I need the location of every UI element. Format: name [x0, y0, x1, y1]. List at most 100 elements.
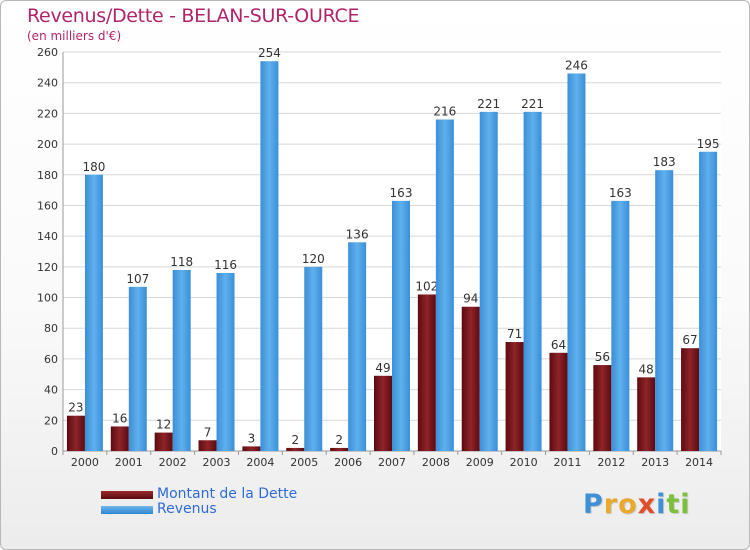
data-label-revenus: 107 [126, 272, 149, 286]
legend-swatch-dette [101, 491, 153, 499]
data-label-dette: 49 [375, 361, 390, 375]
x-tick-label: 2009 [466, 456, 494, 469]
logo-letter: t [666, 489, 681, 520]
y-tick-label: 40 [44, 384, 58, 397]
data-label-revenus: 254 [258, 46, 281, 60]
data-label-revenus: 221 [477, 97, 500, 111]
data-label-revenus: 216 [433, 105, 456, 119]
data-label-dette: 2 [335, 433, 343, 447]
data-label-revenus: 163 [390, 186, 413, 200]
bar-dette [286, 447, 305, 451]
data-label-dette: 94 [463, 292, 478, 306]
x-tick-label: 2008 [422, 456, 450, 469]
y-tick-label: 120 [37, 261, 58, 274]
bar-dette [681, 348, 700, 451]
bar-revenus [128, 286, 147, 451]
data-label-dette: 102 [415, 279, 438, 293]
data-label-revenus: 221 [521, 97, 544, 111]
y-tick-label: 140 [37, 230, 58, 243]
x-tick-label: 2001 [115, 456, 143, 469]
data-label-dette: 2 [291, 433, 299, 447]
x-tick-label: 2003 [203, 456, 231, 469]
bar-revenus [567, 73, 586, 451]
y-tick-label: 260 [37, 46, 58, 59]
data-label-revenus: 246 [565, 58, 588, 72]
x-tick-label: 2006 [334, 456, 362, 469]
bar-revenus [392, 200, 410, 451]
bar-dette [637, 377, 656, 451]
data-label-dette: 67 [682, 333, 697, 347]
bar-dette [330, 447, 349, 451]
bar-dette [242, 446, 261, 451]
x-tick-label: 2005 [290, 456, 318, 469]
bar-revenus [479, 111, 498, 451]
bar-dette [154, 432, 173, 451]
data-label-dette: 23 [68, 401, 83, 415]
y-tick-label: 240 [37, 77, 58, 90]
x-tick-label: 2013 [641, 456, 669, 469]
bar-revenus [655, 170, 674, 451]
bar-revenus [84, 174, 103, 451]
bar-dette [66, 415, 85, 451]
x-tick-label: 2011 [553, 456, 581, 469]
data-label-dette: 16 [112, 411, 127, 425]
logo-letter: i [680, 489, 691, 520]
bar-revenus [304, 266, 323, 451]
bar-dette [198, 440, 217, 451]
bar-revenus [216, 272, 235, 451]
x-tick-label: 2012 [597, 456, 625, 469]
data-label-dette: 3 [248, 431, 256, 445]
bar-dette [549, 352, 568, 451]
y-tick-label: 100 [37, 292, 58, 305]
y-tick-label: 80 [44, 322, 58, 335]
bar-dette [374, 375, 392, 451]
bar-dette [593, 365, 612, 451]
y-tick-label: 60 [44, 353, 58, 366]
chart-title: Revenus/Dette - BELAN-SUR-OURCE [27, 5, 360, 27]
bar-dette [461, 306, 480, 451]
legend-swatch-revenus [101, 506, 153, 514]
y-tick-label: 20 [44, 414, 58, 427]
y-tick-label: 0 [51, 445, 58, 458]
y-tick-label: 220 [37, 107, 58, 120]
proxiti-logo: Proxiti [583, 489, 691, 520]
x-tick-label: 2007 [378, 456, 406, 469]
data-label-revenus: 116 [214, 258, 237, 272]
bar-revenus [699, 151, 718, 451]
bar-revenus [348, 242, 367, 451]
data-label-dette: 56 [595, 350, 610, 364]
data-label-dette: 48 [639, 362, 654, 376]
bar-dette [110, 426, 129, 451]
data-label-revenus: 195 [697, 137, 720, 151]
data-label-revenus: 120 [302, 252, 325, 266]
data-label-dette: 64 [551, 338, 566, 352]
logo-letter: x [637, 489, 657, 520]
x-tick-label: 2010 [510, 456, 538, 469]
data-label-dette: 12 [156, 418, 171, 432]
data-label-revenus: 183 [653, 155, 676, 169]
x-tick-label: 2002 [159, 456, 187, 469]
data-label-revenus: 163 [609, 186, 632, 200]
y-tick-label: 200 [37, 138, 58, 151]
y-tick-label: 160 [37, 199, 58, 212]
bar-revenus [172, 269, 191, 451]
data-label-revenus: 136 [346, 227, 369, 241]
legend-label-revenus: Revenus [157, 501, 217, 517]
bar-revenus [260, 61, 279, 451]
x-tick-label: 2014 [685, 456, 713, 469]
chart-subtitle: (en milliers d'€) [27, 29, 122, 43]
logo-letter: P [583, 489, 604, 520]
data-label-revenus: 118 [170, 255, 193, 269]
x-tick-label: 2000 [71, 456, 99, 469]
bar-revenus [523, 111, 542, 451]
data-label-dette: 71 [507, 327, 522, 341]
bar-dette [505, 342, 524, 451]
bar-revenus [611, 200, 630, 451]
y-tick-label: 180 [37, 169, 58, 182]
logo-letter: i [656, 489, 667, 520]
logo-letter: o [618, 489, 638, 520]
data-label-dette: 7 [204, 425, 212, 439]
data-label-revenus: 180 [82, 160, 105, 174]
x-tick-label: 2004 [246, 456, 274, 469]
